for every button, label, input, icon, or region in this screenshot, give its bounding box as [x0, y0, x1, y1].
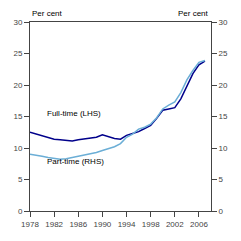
svg-text:25: 25	[219, 49, 228, 58]
svg-text:15: 15	[13, 112, 22, 121]
svg-text:30: 30	[219, 18, 228, 27]
svg-text:Per cent: Per cent	[32, 9, 63, 18]
svg-text:0: 0	[219, 207, 224, 216]
svg-text:2002: 2002	[166, 220, 184, 229]
svg-text:20: 20	[13, 81, 22, 90]
svg-text:1994: 1994	[118, 220, 136, 229]
svg-text:5: 5	[219, 175, 224, 184]
svg-text:10: 10	[219, 144, 228, 153]
svg-text:1978: 1978	[21, 220, 39, 229]
svg-text:2006: 2006	[190, 220, 208, 229]
svg-text:1982: 1982	[45, 220, 63, 229]
svg-text:30: 30	[13, 18, 22, 27]
svg-text:0: 0	[18, 207, 23, 216]
svg-text:Part-time (RHS): Part-time (RHS)	[47, 157, 104, 166]
svg-text:10: 10	[13, 144, 22, 153]
svg-text:Full-time (LHS): Full-time (LHS)	[47, 109, 101, 118]
svg-text:1990: 1990	[94, 220, 112, 229]
svg-text:20: 20	[219, 81, 228, 90]
svg-text:5: 5	[18, 175, 23, 184]
svg-text:15: 15	[219, 112, 228, 121]
svg-text:Per cent: Per cent	[178, 9, 209, 18]
svg-text:25: 25	[13, 49, 22, 58]
svg-text:1986: 1986	[69, 220, 87, 229]
svg-text:1998: 1998	[142, 220, 160, 229]
